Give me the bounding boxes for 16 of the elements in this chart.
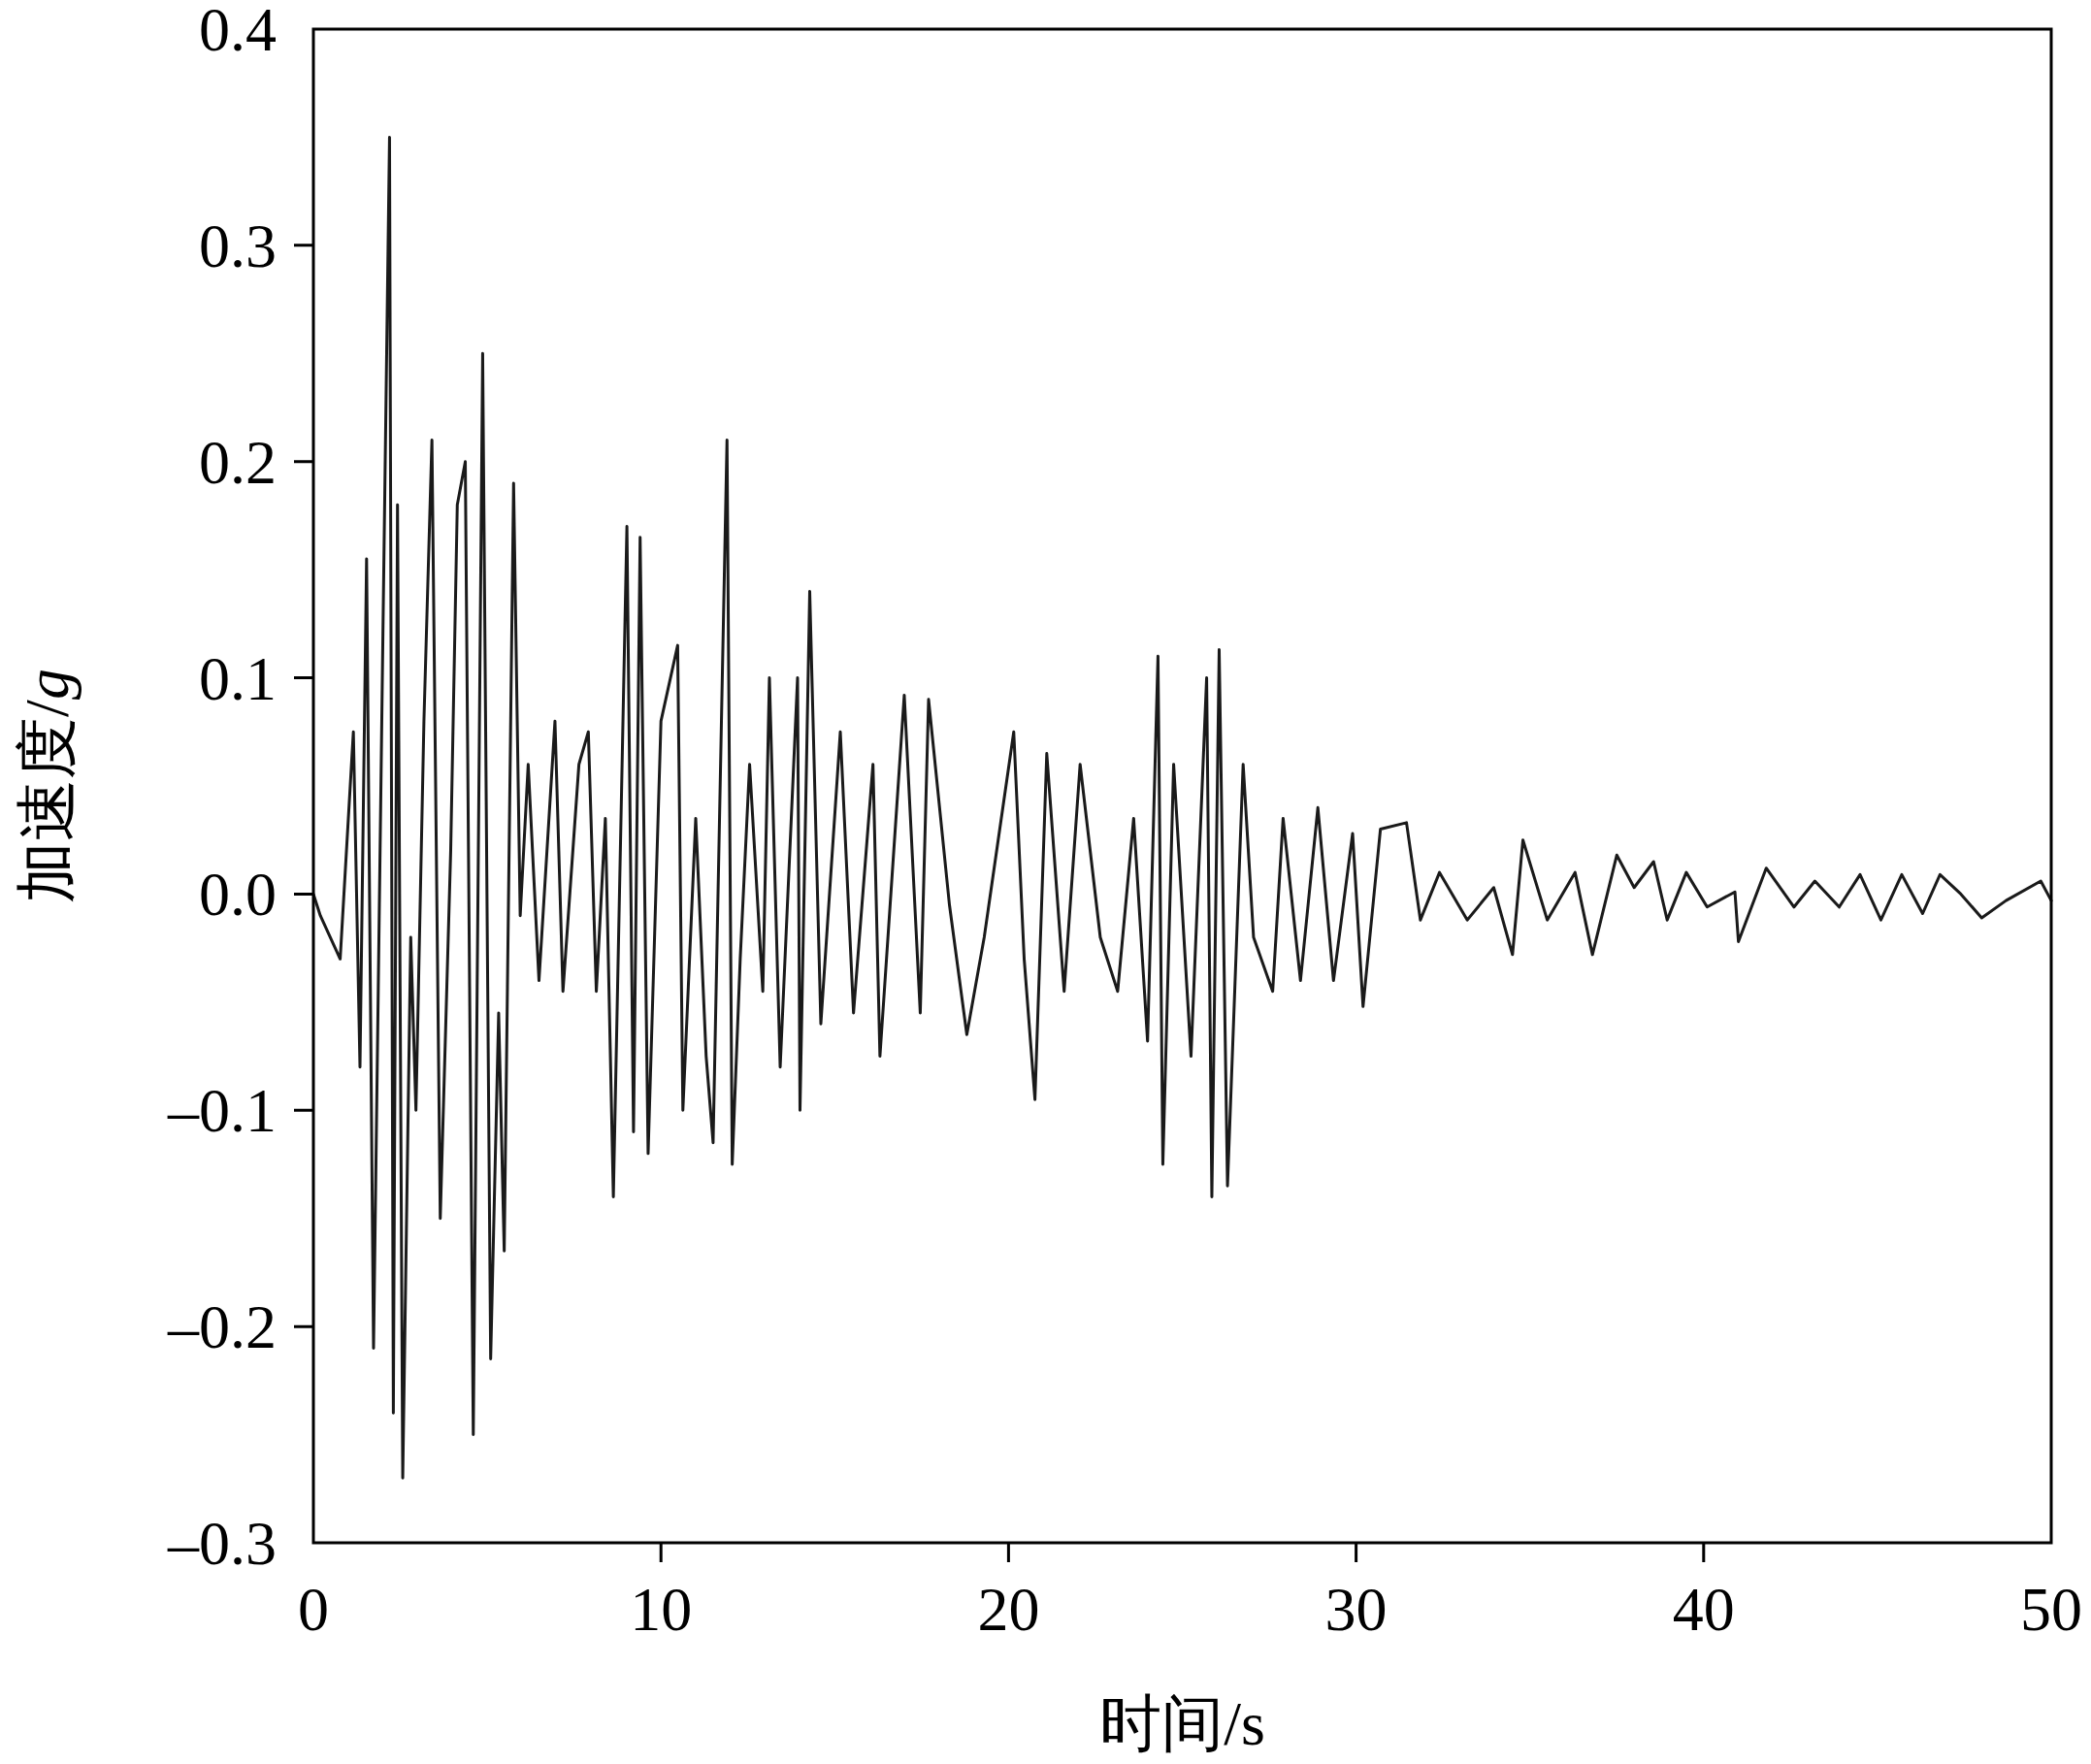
y-tick-label: –0.3 (167, 1509, 277, 1578)
x-tick-label: 50 (2020, 1575, 2082, 1644)
x-axis-title: 时间/s (1099, 1689, 1265, 1758)
x-tick-label: 20 (977, 1575, 1040, 1644)
y-tick-label: 0.2 (199, 427, 277, 497)
x-tick-label: 30 (1324, 1575, 1388, 1644)
x-tick-label: 0 (298, 1575, 329, 1644)
y-tick-label: 0.0 (199, 860, 277, 930)
y-tick-label: 0.1 (199, 643, 277, 713)
x-tick-label: 10 (630, 1575, 693, 1644)
y-tick-label: 0.3 (199, 211, 277, 280)
y-tick-label: –0.2 (167, 1292, 277, 1362)
y-tick-label: 0.4 (199, 0, 277, 64)
y-axis-title: 加速度/g (13, 669, 82, 903)
y-tick-label: –0.1 (167, 1076, 277, 1146)
x-tick-label: 40 (1672, 1575, 1735, 1644)
